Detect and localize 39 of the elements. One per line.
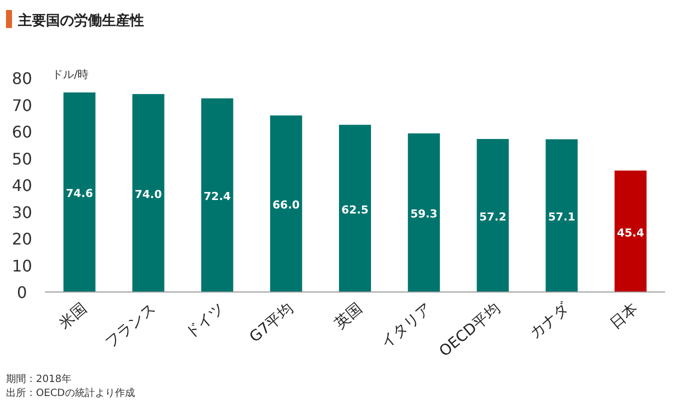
y-tick-label: 70	[12, 96, 32, 115]
bar	[132, 94, 164, 292]
data-label: 74.0	[134, 188, 162, 202]
bar	[201, 98, 234, 292]
bar	[408, 133, 440, 292]
bar	[546, 139, 578, 292]
x-tick-label: ドイツ	[182, 299, 228, 342]
text: 出所：OECDの統計より作成	[6, 387, 135, 399]
bar	[339, 124, 371, 292]
data-label: 74.6	[66, 187, 94, 200]
y-tick-label: 30	[12, 202, 32, 222]
y-tick-label: 10	[12, 256, 32, 276]
data-label: 62.5	[341, 203, 369, 216]
bar	[270, 115, 302, 292]
data-label: 45.4	[616, 226, 644, 240]
y-tick-label: 0	[16, 283, 28, 302]
bar	[63, 92, 96, 292]
y-tick-label: 40	[12, 176, 32, 195]
data-label: 57.2	[479, 210, 506, 224]
y-tick-label: 80	[12, 69, 32, 88]
bar	[614, 170, 647, 292]
data-label: 57.1	[548, 210, 576, 224]
x-tick-label: G7平均	[246, 299, 297, 346]
y-tick-label: 20	[12, 230, 32, 248]
data-label: 66.0	[272, 198, 300, 212]
x-tick-label: 日本	[606, 299, 642, 332]
x-tick-label: 英国	[331, 299, 366, 332]
y-tick-label: 50	[12, 149, 32, 168]
x-tick-label: イタリア	[376, 299, 434, 352]
text: 期間：2018年	[6, 373, 72, 385]
x-tick-label: フランス	[101, 299, 159, 352]
y-axis-title: ドル/時	[52, 68, 89, 81]
bar	[476, 138, 509, 292]
data-label: 72.4	[204, 190, 232, 204]
x-tick-label: 米国	[55, 299, 90, 332]
data-label: 59.3	[410, 208, 438, 221]
x-tick-label: カナダ	[526, 298, 574, 342]
chart-title: 主要国の労働生産性	[17, 12, 144, 29]
y-tick-label: 60	[12, 122, 32, 142]
